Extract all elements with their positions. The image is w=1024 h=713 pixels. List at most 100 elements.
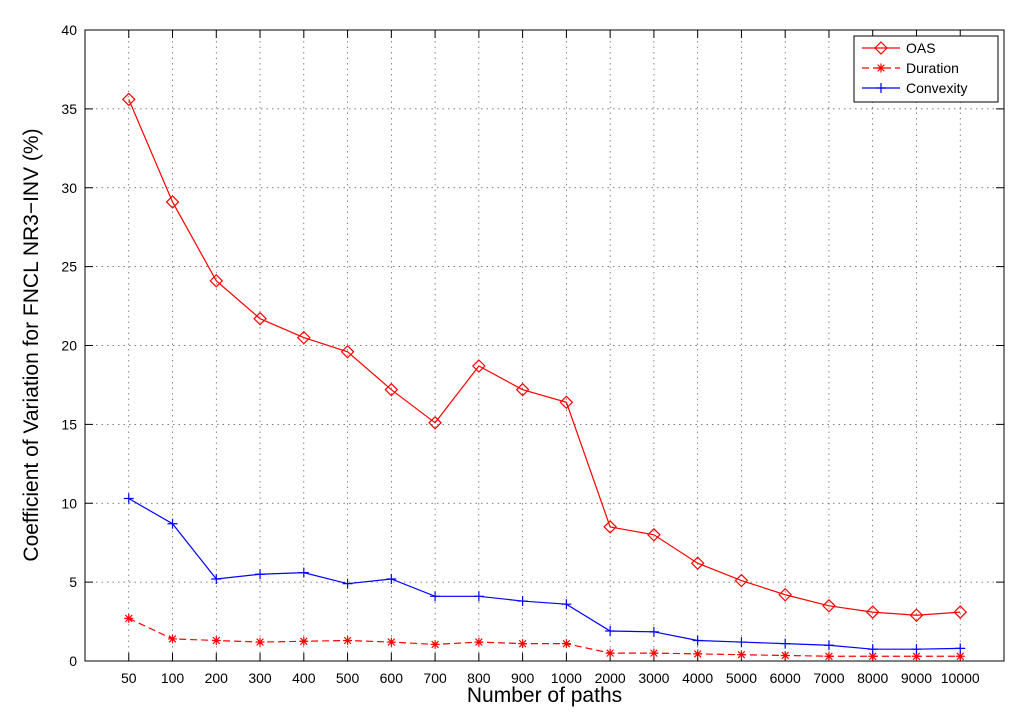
x-tick-label: 4000 (682, 670, 713, 686)
legend-item-oas: OAS (862, 40, 936, 56)
legend: OAS Duration Convexity (853, 35, 999, 103)
x-axis-title: Number of paths (467, 684, 622, 707)
legend-marker-oas (874, 41, 888, 55)
duration-marker (343, 635, 353, 645)
y-tick-label: 5 (69, 574, 77, 590)
oas-marker (822, 598, 836, 613)
convexity-marker (123, 493, 134, 504)
x-tick-label: 6000 (770, 670, 801, 686)
convexity-marker (211, 573, 222, 584)
x-tick-label: 1000 (551, 670, 582, 686)
x-tick-label: 3000 (638, 670, 669, 686)
oas-marker (559, 395, 574, 410)
oas-line (128, 99, 961, 616)
oas-marker (165, 195, 180, 209)
oas-marker (253, 311, 267, 326)
y-tick-label: 20 (61, 338, 77, 354)
convexity-marker (561, 599, 572, 610)
convexity-marker (342, 578, 353, 589)
legend-label-duration: Duration (906, 60, 959, 76)
duration-marker (649, 648, 659, 658)
duration-marker (124, 613, 134, 623)
duration-marker (693, 649, 703, 659)
oas-marker (472, 359, 486, 373)
x-tick-label: 200 (205, 670, 229, 686)
oas-marker (953, 605, 968, 619)
legend-item-convexity: Convexity (862, 80, 967, 96)
legend-label-convexity: Convexity (906, 80, 967, 96)
duration-marker (255, 637, 265, 647)
legend-item-duration: Duration (862, 60, 959, 76)
legend-marker-duration (876, 63, 886, 73)
convexity-marker (823, 640, 834, 651)
oas-marker (909, 608, 924, 623)
convexity-marker (867, 644, 878, 655)
oas-marker (384, 382, 399, 397)
x-tick-label: 600 (380, 670, 404, 686)
x-axis-ticks: 50 100 200 300 400 500 600 700 800 900 1000 2000 300… (121, 30, 980, 686)
legend-box (853, 35, 999, 103)
duration-marker (299, 636, 309, 646)
x-tick-label: 800 (467, 670, 491, 686)
x-tick-label: 10000 (941, 670, 980, 686)
y-tick-label: 35 (61, 101, 77, 117)
y-axis-title: Coefficient of Variation for FNCL NR3−IN… (20, 128, 43, 561)
oas-marker (647, 527, 661, 542)
x-tick-label: 400 (292, 670, 316, 686)
convexity-marker (517, 596, 528, 607)
series-convexity (123, 493, 966, 655)
duration-marker (561, 639, 571, 649)
duration-marker (168, 634, 178, 644)
x-tick-label: 50 (121, 670, 137, 686)
x-tick-label: 100 (161, 670, 185, 686)
duration-marker (824, 651, 834, 661)
oas-marker (428, 415, 442, 430)
x-tick-label: 300 (248, 670, 272, 686)
duration-marker (736, 650, 746, 660)
series-group (121, 92, 968, 661)
oas-marker (690, 556, 705, 571)
convexity-marker (911, 644, 922, 655)
convexity-marker (430, 591, 441, 602)
duration-marker (474, 637, 484, 647)
oas-marker (340, 344, 355, 359)
y-tick-label: 0 (69, 653, 77, 669)
x-tick-label: 8000 (857, 670, 888, 686)
convexity-marker (955, 643, 966, 654)
convexity-marker (780, 638, 791, 649)
oas-marker (296, 330, 311, 345)
oas-marker (121, 92, 136, 107)
duration-marker (868, 651, 878, 661)
series-oas (121, 92, 968, 623)
plot-frame (84, 29, 1005, 662)
x-tick-label: 500 (336, 670, 360, 686)
y-tick-label: 30 (61, 180, 77, 196)
duration-marker (955, 651, 965, 661)
x-tick-label: 2000 (595, 670, 626, 686)
duration-marker (780, 650, 790, 660)
convexity-marker (648, 626, 659, 637)
oas-marker (778, 587, 793, 602)
y-tick-label: 40 (61, 22, 77, 38)
convexity-marker (386, 573, 397, 584)
y-tick-label: 15 (61, 416, 77, 432)
duration-marker (911, 651, 921, 661)
duration-marker (430, 639, 440, 649)
duration-marker (386, 637, 396, 647)
convexity-marker (255, 569, 266, 580)
y-tick-label: 25 (61, 259, 77, 275)
convexity-marker (605, 626, 616, 637)
oas-marker (865, 605, 880, 619)
x-tick-label: 9000 (901, 670, 932, 686)
legend-label-oas: OAS (906, 40, 936, 56)
series-duration (124, 613, 965, 661)
convexity-marker (692, 635, 703, 646)
x-tick-label: 700 (423, 670, 447, 686)
convexity-marker (736, 637, 747, 648)
oas-marker (515, 382, 530, 397)
duration-marker (211, 635, 221, 645)
duration-marker (518, 639, 528, 649)
duration-marker (605, 648, 615, 658)
convexity-marker (298, 567, 309, 578)
